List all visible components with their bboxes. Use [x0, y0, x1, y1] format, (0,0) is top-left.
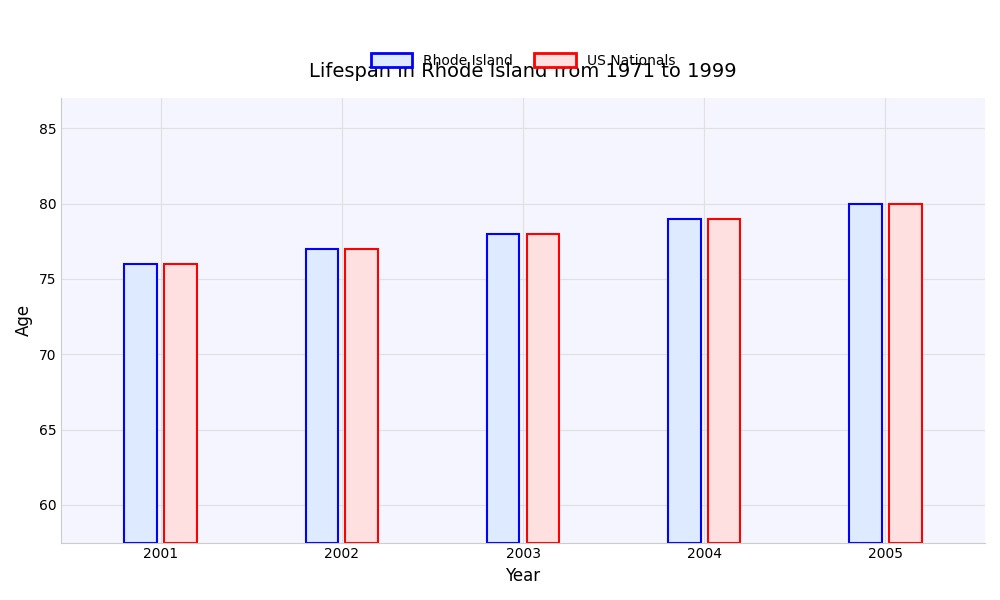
Bar — [527, 234, 559, 542]
Legend: Rhode Island, US Nationals: Rhode Island, US Nationals — [365, 47, 681, 73]
Bar — [345, 249, 378, 542]
Bar — [708, 218, 740, 542]
X-axis label: Year: Year — [505, 567, 541, 585]
Bar — [668, 218, 701, 542]
Bar — [306, 249, 338, 542]
Bar — [849, 203, 882, 542]
Bar — [889, 203, 922, 542]
Bar — [124, 264, 157, 542]
Y-axis label: Age: Age — [15, 304, 33, 337]
Title: Lifespan in Rhode Island from 1971 to 1999: Lifespan in Rhode Island from 1971 to 19… — [309, 62, 737, 81]
Bar — [164, 264, 197, 542]
Bar — [487, 234, 519, 542]
